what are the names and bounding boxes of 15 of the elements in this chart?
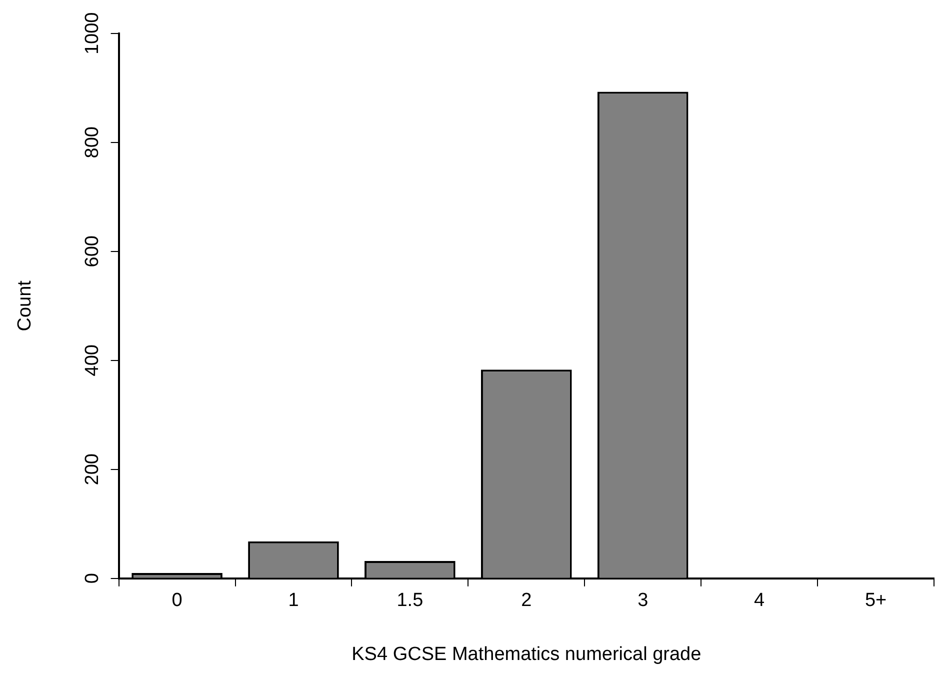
x-axis-title: KS4 GCSE Mathematics numerical grade (352, 644, 702, 665)
x-tick-label: 1 (288, 590, 299, 612)
x-tick-label: 2 (521, 590, 532, 612)
x-tick-label: 4 (754, 590, 766, 612)
y-axis-title: Count (14, 280, 36, 332)
y-tick-label: 200 (82, 454, 104, 486)
x-tick-label: 3 (638, 590, 648, 612)
x-tick-label: 1.5 (396, 590, 424, 612)
y-tick-label: 0 (82, 573, 104, 584)
y-tick-label: 400 (82, 344, 104, 376)
y-tick-label: 800 (82, 126, 104, 158)
x-tick-label: 0 (172, 590, 182, 612)
y-tick-label: 600 (82, 236, 104, 268)
y-tick-label: 1000 (82, 12, 104, 55)
x-tick-label: 5+ (864, 590, 887, 612)
